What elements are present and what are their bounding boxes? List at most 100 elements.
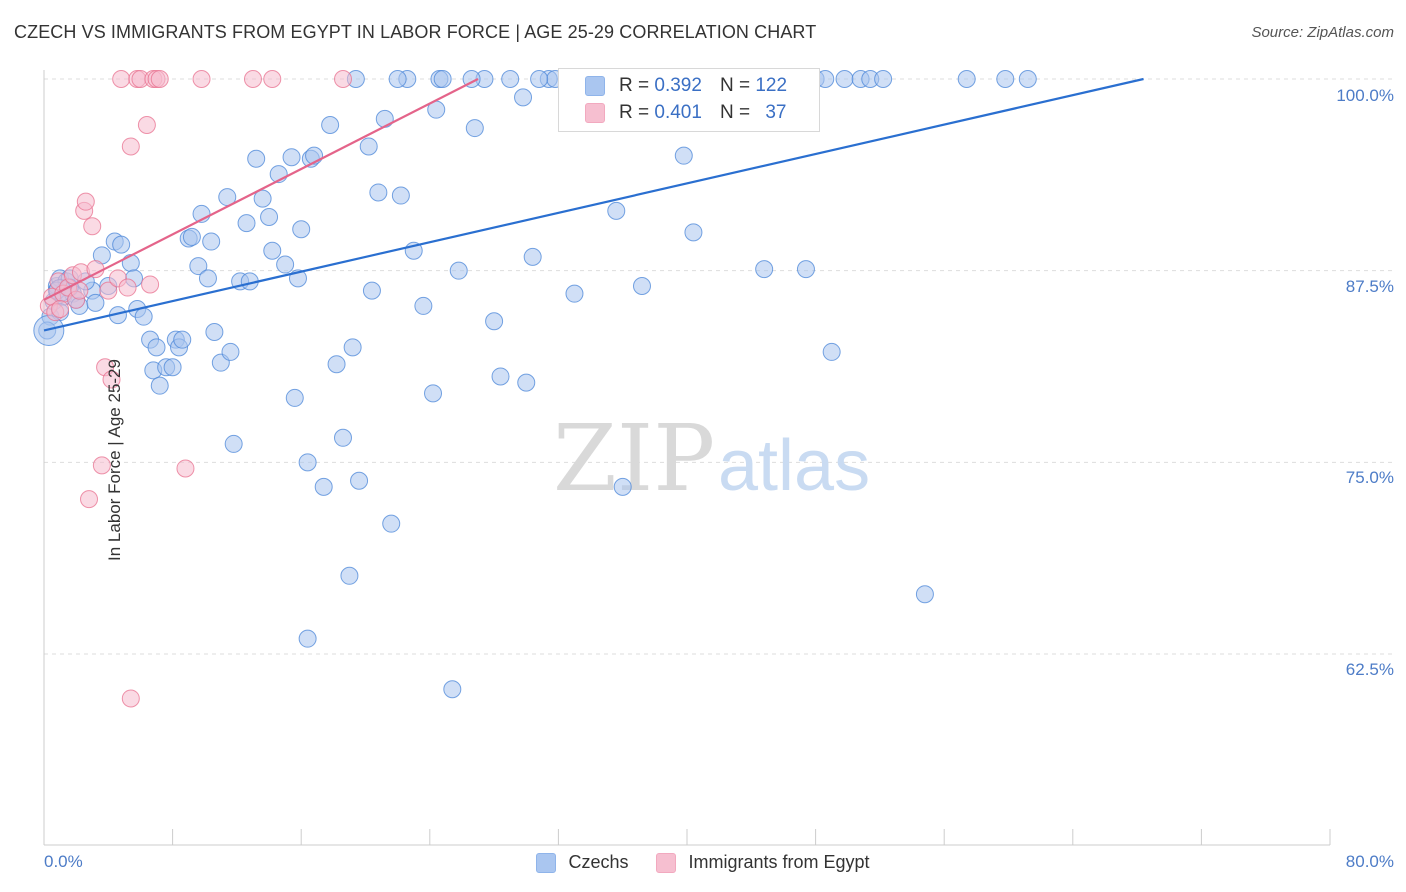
legend-r-label: R = xyxy=(619,102,650,123)
data-point xyxy=(237,214,256,233)
legend-label-egypt: Immigrants from Egypt xyxy=(688,852,870,872)
data-point xyxy=(83,217,102,236)
data-point xyxy=(874,70,893,88)
data-point xyxy=(92,456,111,475)
data-point xyxy=(485,312,504,331)
data-point xyxy=(957,70,976,88)
egypt-points xyxy=(39,70,352,708)
y-tick-75: 75.0% xyxy=(1345,468,1394,487)
data-point xyxy=(314,477,333,496)
data-point xyxy=(121,137,140,156)
data-point xyxy=(112,70,131,88)
watermark-zip: ZIP xyxy=(553,405,715,512)
data-point xyxy=(182,227,201,246)
data-point xyxy=(118,278,137,297)
y-tick-100: 100.0% xyxy=(1336,86,1394,105)
data-point xyxy=(221,342,240,361)
data-point xyxy=(388,70,407,88)
correlation-legend: R = 0.392 N = 122 R = 0.401 N = 37 xyxy=(558,68,820,132)
data-point xyxy=(102,370,121,389)
data-point xyxy=(298,453,317,472)
data-point xyxy=(192,70,211,88)
data-point xyxy=(449,261,468,280)
data-point xyxy=(121,254,140,272)
data-point xyxy=(176,459,195,478)
data-point xyxy=(333,70,352,88)
data-point xyxy=(369,183,388,202)
data-point xyxy=(491,367,510,386)
legend-label-czechs: Czechs xyxy=(568,852,629,872)
data-point xyxy=(333,428,352,447)
data-point xyxy=(150,376,169,395)
data-point xyxy=(263,241,282,260)
data-point xyxy=(343,338,362,357)
legend-n-value: 122 xyxy=(755,75,788,96)
legend-item-egypt[interactable]: Immigrants from Egypt xyxy=(656,852,870,873)
data-point xyxy=(443,680,462,699)
legend-item-czechs[interactable]: Czechs xyxy=(536,852,628,873)
data-point xyxy=(530,70,549,88)
data-point xyxy=(292,220,311,239)
data-point xyxy=(173,330,192,349)
data-point xyxy=(835,70,854,88)
data-point xyxy=(263,70,282,88)
data-point xyxy=(996,70,1015,88)
legend-swatch-czechs xyxy=(536,852,557,873)
trend-lines xyxy=(43,77,1144,332)
data-point xyxy=(391,186,410,205)
data-point xyxy=(565,284,584,303)
y-tick-62-5: 62.5% xyxy=(1345,660,1394,679)
data-point xyxy=(915,585,934,604)
legend-n-value: 37 xyxy=(765,102,787,123)
x-tick-min: 0.0% xyxy=(44,852,83,871)
data-point xyxy=(253,189,272,208)
data-point xyxy=(382,514,401,533)
legend-r-value: 0.401 xyxy=(654,102,702,123)
data-point xyxy=(134,307,153,326)
data-point xyxy=(112,235,131,254)
chart-title: CZECH VS IMMIGRANTS FROM EGYPT IN LABOR … xyxy=(14,22,817,42)
legend-row-egypt: R = 0.401 N = 37 xyxy=(585,102,786,124)
legend-swatch-czechs xyxy=(585,76,605,96)
data-point xyxy=(298,629,317,648)
y-axis-label: In Labor Force | Age 25-29 xyxy=(104,359,124,561)
trend-line-czechs xyxy=(43,77,1144,332)
czechs-points xyxy=(33,70,1037,699)
gridlines xyxy=(44,78,1392,655)
data-point xyxy=(433,70,452,88)
data-point xyxy=(163,358,182,377)
data-point xyxy=(205,323,224,341)
series-legend: Czechs Immigrants from Egypt xyxy=(0,852,1406,873)
data-point xyxy=(340,566,359,585)
data-point xyxy=(321,116,340,134)
data-point xyxy=(674,146,693,165)
watermark: ZIP atlas xyxy=(553,405,870,512)
data-point xyxy=(198,269,217,288)
data-point xyxy=(414,296,433,315)
axes xyxy=(43,70,1331,846)
data-point xyxy=(327,355,346,374)
legend-n-label: N = xyxy=(719,102,751,123)
data-point xyxy=(465,119,484,138)
data-point xyxy=(141,275,160,294)
data-point xyxy=(189,257,208,276)
data-point xyxy=(514,88,533,107)
data-point xyxy=(260,208,279,226)
data-point xyxy=(684,223,703,242)
data-point xyxy=(523,247,542,266)
data-point xyxy=(276,255,295,274)
data-point xyxy=(80,490,99,509)
data-point xyxy=(86,293,105,312)
trend-line-egypt xyxy=(43,78,479,301)
data-point xyxy=(247,149,266,168)
data-point xyxy=(350,471,369,490)
data-point xyxy=(99,281,118,300)
data-point xyxy=(755,260,774,279)
legend-swatch-egypt xyxy=(656,852,677,873)
data-point xyxy=(51,300,70,318)
data-point xyxy=(121,689,140,708)
data-point xyxy=(424,384,443,403)
data-point xyxy=(137,116,156,134)
legend-row-czechs: R = 0.392 N = 122 xyxy=(585,75,787,97)
